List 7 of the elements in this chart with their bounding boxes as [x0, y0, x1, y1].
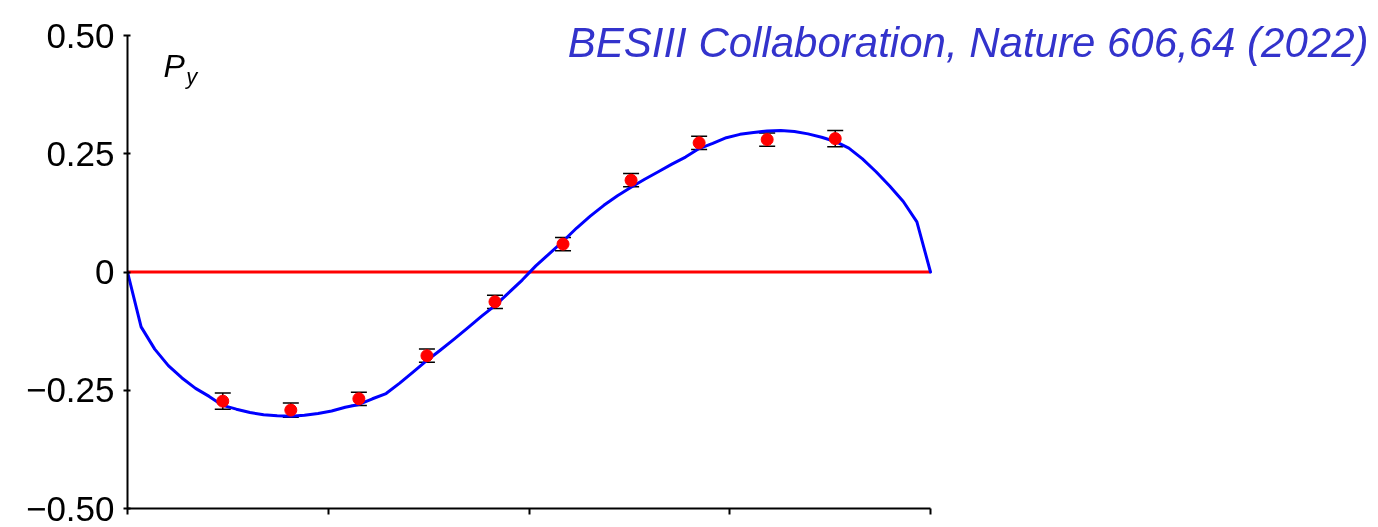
annotation: BESIII Collaboration, Nature 606,64 (2022) [567, 19, 1369, 66]
y-tick-label: 0.25 [46, 133, 115, 173]
line-series [127, 129, 932, 418]
y-tick-label: 0.50 [46, 15, 115, 55]
y-tick-label: −0.50 [25, 488, 115, 527]
y-tick-label: −0.25 [25, 370, 115, 410]
y-tick-label: 0 [95, 252, 115, 291]
